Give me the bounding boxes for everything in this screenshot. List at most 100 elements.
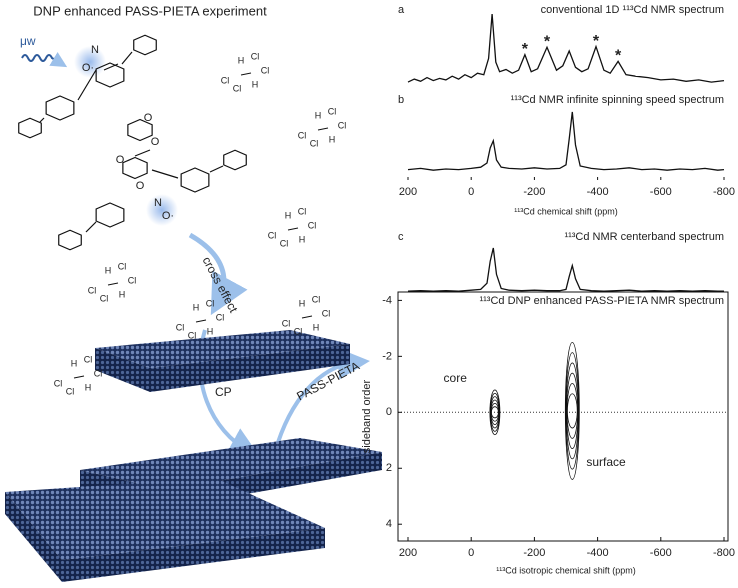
solvent-atom: Cl bbox=[118, 261, 127, 271]
solvent-atom: Cl bbox=[66, 386, 75, 396]
bond bbox=[107, 282, 119, 286]
radical-glow bbox=[74, 46, 106, 78]
bond bbox=[195, 319, 207, 323]
y-tick-label: 0 bbox=[386, 406, 392, 418]
spectrum bbox=[407, 111, 725, 171]
solvent-atom: H bbox=[207, 326, 214, 336]
ring bbox=[95, 202, 125, 228]
atom-label: N bbox=[91, 44, 99, 56]
x-tick-label: 200 bbox=[399, 547, 417, 559]
bond bbox=[73, 375, 85, 379]
solvent-atom: Cl bbox=[268, 230, 277, 240]
solvent-atom: Cl bbox=[84, 354, 93, 364]
atom-label: O bbox=[144, 112, 153, 124]
microwave-arrow bbox=[21, 51, 68, 68]
solvent-atom: Cl bbox=[94, 368, 103, 378]
x-tick-label: -400 bbox=[587, 186, 609, 198]
crystal-face bbox=[95, 348, 150, 392]
bond bbox=[121, 51, 133, 65]
solvent-atom: Cl bbox=[188, 330, 197, 340]
atom-label: O bbox=[136, 180, 145, 192]
solvent-atom: Cl bbox=[88, 285, 97, 295]
ring bbox=[18, 117, 42, 139]
ring bbox=[122, 156, 148, 180]
solvent-atom: Cl bbox=[294, 326, 303, 336]
solvent-atom: Cl bbox=[251, 51, 260, 61]
peak-mark: * bbox=[593, 33, 600, 50]
solvent-atom: Cl bbox=[176, 322, 185, 332]
x-axis-label: ¹¹³Cd isotropic chemical shift (ppm) bbox=[496, 565, 636, 575]
atom-label: O bbox=[116, 154, 125, 166]
crystal-face bbox=[80, 438, 382, 490]
peak-label: core bbox=[444, 371, 468, 385]
solvent-atom: H bbox=[193, 302, 200, 312]
ring bbox=[133, 34, 157, 56]
panel-label: a bbox=[398, 4, 405, 16]
bond bbox=[240, 72, 252, 76]
ring bbox=[95, 62, 125, 88]
solvent-atom: Cl bbox=[233, 83, 242, 93]
solvent-atom: Cl bbox=[280, 238, 289, 248]
contour bbox=[490, 406, 499, 419]
x-tick-label: 0 bbox=[468, 186, 474, 198]
x-tick-label: -200 bbox=[523, 186, 545, 198]
peak-mark: * bbox=[544, 34, 551, 51]
panel-label: c bbox=[398, 231, 404, 243]
atom-label: O bbox=[151, 136, 160, 148]
x-tick-label: -400 bbox=[587, 547, 609, 559]
scheme-title: DNP enhanced PASS-PIETA experiment bbox=[33, 3, 267, 18]
y-tick-label: -4 bbox=[382, 294, 392, 306]
solvent-atom: Cl bbox=[298, 206, 307, 216]
crystal-face bbox=[150, 344, 350, 392]
solvent-atom: Cl bbox=[328, 106, 337, 116]
contour bbox=[565, 362, 579, 460]
solvent-atom: H bbox=[105, 265, 112, 275]
panel-title: ¹¹³Cd NMR centerband spectrum bbox=[564, 231, 724, 243]
ring bbox=[45, 95, 75, 121]
bond bbox=[287, 227, 299, 231]
bond bbox=[317, 127, 329, 131]
bond bbox=[77, 69, 97, 101]
bond bbox=[103, 63, 119, 71]
solvent-atom: Cl bbox=[261, 65, 270, 75]
bond bbox=[39, 117, 45, 123]
x-tick-label: -600 bbox=[650, 547, 672, 559]
spectrum bbox=[407, 247, 724, 292]
solvent-atom: Cl bbox=[298, 130, 307, 140]
solvent-atom: Cl bbox=[310, 138, 319, 148]
peak-label: surface bbox=[586, 455, 626, 469]
ring bbox=[58, 229, 82, 251]
solvent-atom: H bbox=[71, 358, 78, 368]
solvent-atom: H bbox=[313, 322, 320, 332]
plot-frame bbox=[397, 291, 729, 542]
crystal-face bbox=[95, 330, 350, 368]
solvent-atom: Cl bbox=[54, 378, 63, 388]
bond bbox=[134, 149, 151, 157]
cp-label: CP bbox=[215, 385, 232, 399]
atom-label: O· bbox=[82, 62, 94, 74]
panel-title: ¹¹³Cd NMR infinite spinning speed spectr… bbox=[511, 94, 724, 106]
solvent-atom: Cl bbox=[308, 220, 317, 230]
solvent-atom: Cl bbox=[100, 293, 109, 303]
x-tick-label: -200 bbox=[523, 547, 545, 559]
plot-title: ¹¹³Cd DNP enhanced PASS-PIETA NMR spectr… bbox=[479, 295, 724, 307]
panel-title: conventional 1D ¹¹³Cd NMR spectrum bbox=[541, 4, 724, 16]
bond bbox=[209, 165, 224, 173]
x-tick-label: -800 bbox=[713, 186, 735, 198]
solvent-atom: H bbox=[85, 382, 92, 392]
ring bbox=[223, 149, 247, 171]
solvent-atom: Cl bbox=[221, 75, 230, 85]
ring bbox=[127, 118, 153, 142]
peak-mark: * bbox=[522, 41, 529, 58]
solvent-atom: Cl bbox=[128, 275, 137, 285]
x-tick-label: 0 bbox=[468, 547, 474, 559]
solvent-atom: H bbox=[299, 234, 306, 244]
x-axis-label: ¹¹³Cd chemical shift (ppm) bbox=[514, 206, 618, 216]
y-tick-label: -2 bbox=[382, 350, 392, 362]
solvent-atom: H bbox=[119, 289, 126, 299]
contour bbox=[567, 393, 578, 429]
contour bbox=[566, 383, 579, 439]
ring bbox=[180, 167, 210, 193]
contour bbox=[565, 352, 580, 470]
